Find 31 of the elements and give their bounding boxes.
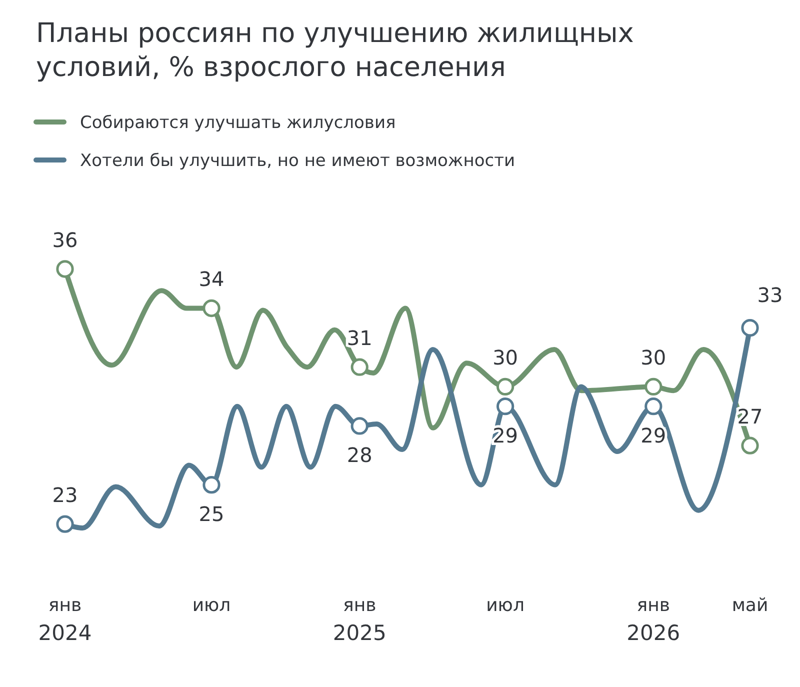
point bbox=[350, 417, 368, 435]
point bbox=[202, 299, 220, 318]
point bbox=[496, 378, 514, 396]
point bbox=[350, 358, 368, 376]
point bbox=[741, 436, 759, 454]
legend-label: Собираются улучшать жилусловия bbox=[80, 113, 396, 133]
data-label: 33 bbox=[757, 282, 783, 307]
point bbox=[644, 378, 662, 396]
x-tick-label: июл bbox=[192, 595, 231, 616]
data-label: 25 bbox=[198, 502, 224, 526]
data-label: 30 bbox=[640, 346, 666, 370]
data-label: 30 bbox=[492, 346, 518, 370]
point bbox=[741, 319, 759, 337]
data-label: 34 bbox=[198, 267, 224, 292]
data-label: 29 bbox=[640, 423, 666, 448]
data-label: 28 bbox=[346, 442, 372, 467]
chart-title: Планы россиян по улучшению жилищных условий, % взрослого населения bbox=[36, 18, 634, 83]
data-label: 36 bbox=[52, 228, 78, 252]
point bbox=[56, 515, 74, 533]
legend-label: Хотели бы улучшить, но не имеют возможности bbox=[80, 151, 516, 171]
point bbox=[644, 398, 662, 416]
data-label: 31 bbox=[346, 326, 372, 350]
x-tick-label: июл bbox=[486, 595, 524, 616]
x-tick-label: янв 2024 bbox=[38, 595, 92, 645]
point bbox=[496, 398, 514, 416]
point bbox=[202, 476, 220, 494]
data-label: 23 bbox=[52, 483, 78, 508]
x-tick-label: янв 2025 bbox=[332, 595, 386, 645]
x-tick-label: янв 2026 bbox=[626, 595, 680, 645]
x-tick-label: май bbox=[732, 595, 768, 616]
point bbox=[56, 260, 74, 278]
